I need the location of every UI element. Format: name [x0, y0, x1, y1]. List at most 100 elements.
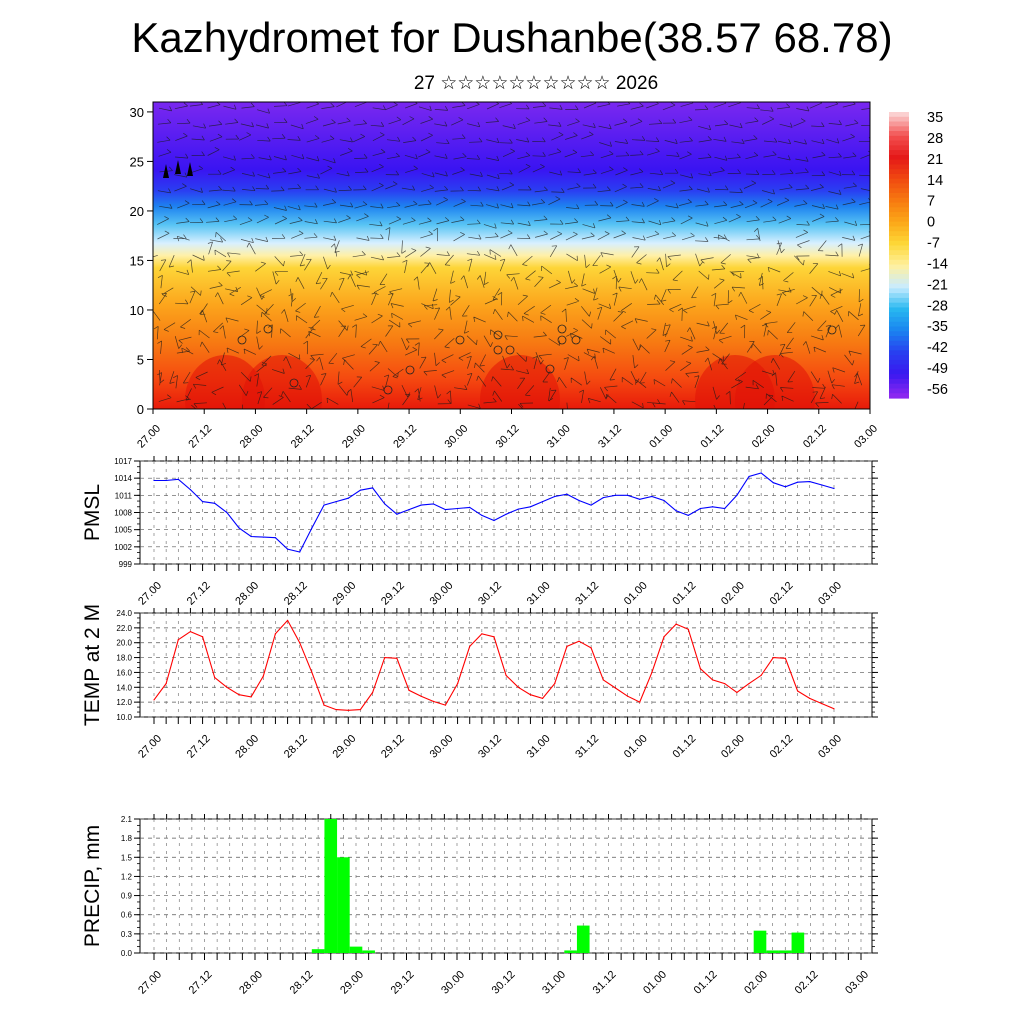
- calm-wind-marker: [263, 324, 273, 334]
- pmsl-data-point: [651, 495, 653, 498]
- pmsl-data-point: [165, 479, 167, 482]
- pmsl-data-point: [517, 508, 519, 510]
- pmsl-data-point: [456, 507, 459, 510]
- colorbar-label: -35: [927, 319, 948, 335]
- temp-y-tick-label: 12.0: [116, 698, 132, 707]
- calm-wind-marker: [557, 335, 567, 345]
- colorbar-segment: [889, 145, 909, 151]
- temp-data-point: [663, 636, 665, 638]
- temp-data-point: [311, 671, 313, 674]
- temp-data-point: [614, 687, 617, 689]
- temp-data-point: [250, 696, 252, 698]
- pmsl-data-point: [189, 489, 192, 491]
- colorbar-segment: [889, 383, 909, 390]
- temp-data-point: [760, 674, 762, 677]
- temp-data-point: [396, 657, 398, 659]
- precip-y-axis-title: PRECIP, mm: [81, 825, 104, 947]
- temp-data-point: [736, 691, 738, 694]
- colorbar-segment: [889, 131, 909, 137]
- colorbar-segment: [889, 112, 909, 118]
- colorbar-segment: [889, 121, 909, 127]
- colorbar-segment: [889, 274, 909, 280]
- wind-barbs: [153, 102, 870, 409]
- pmsl-y-tick-label: 1002: [114, 543, 132, 552]
- temp-data-point: [578, 640, 580, 642]
- precip-x-tick-label: 01.12: [692, 969, 720, 997]
- colorbar-label: -42: [927, 340, 948, 356]
- precip-bar: [362, 950, 375, 953]
- pmsl-x-tick-label: 28.00: [233, 580, 261, 608]
- pmsl-data-point: [760, 472, 762, 474]
- precip-bar: [337, 857, 350, 953]
- pmsl-data-point: [736, 494, 738, 496]
- wind-arrow-marker: [175, 160, 181, 174]
- x-tick-label: 01.12: [699, 423, 727, 451]
- temp-data-point: [639, 701, 641, 703]
- temp-data-point: [566, 645, 568, 648]
- pmsl-data-point: [626, 494, 629, 496]
- x-tick-label: 27.00: [135, 423, 163, 451]
- colorbar-segment: [889, 173, 909, 180]
- calm-wind-marker: [289, 378, 299, 388]
- precip-x-tick-label: 29.00: [338, 969, 366, 997]
- pmsl-x-tick-label: 30.12: [476, 580, 504, 608]
- pmsl-data-point: [554, 495, 556, 498]
- temp-x-tick-label: 03.00: [816, 733, 844, 761]
- precip-bar: [349, 946, 363, 953]
- colorbar-segment: [889, 212, 909, 218]
- precip-bar: [753, 930, 767, 953]
- pmsl-data-point: [396, 513, 398, 515]
- colorbar-segment: [889, 364, 909, 370]
- precip-bar: [778, 950, 792, 953]
- pmsl-data-point: [772, 482, 774, 484]
- colorbar-segment: [889, 150, 909, 156]
- colorbar-label: -14: [927, 256, 948, 272]
- temp-data-point: [833, 708, 835, 710]
- y-tick-label: 15: [130, 253, 144, 268]
- temp-data-point: [809, 697, 811, 700]
- colorbar-segment: [889, 250, 909, 256]
- colorbar-label: 28: [927, 131, 943, 147]
- precip-y-tick-label: 0.0: [121, 949, 133, 958]
- warm-patch: [735, 355, 815, 409]
- pmsl-data-point: [384, 503, 386, 505]
- pmsl-data-point: [432, 503, 434, 505]
- temp-data-point: [432, 700, 434, 703]
- x-tick-label: 01.00: [647, 423, 675, 451]
- temp-x-tick-label: 02.00: [719, 733, 747, 761]
- x-tick-label: 31.00: [545, 423, 573, 451]
- calm-wind-marker: [545, 364, 555, 374]
- colorbar-segment: [889, 312, 909, 318]
- temp-data-point: [469, 645, 471, 648]
- pmsl-y-tick-label: 1005: [114, 526, 132, 535]
- temp-data-point: [262, 675, 264, 677]
- precip-y-tick-label: 0.6: [121, 911, 133, 920]
- temp-x-tick-label: 01.12: [670, 733, 698, 761]
- pmsl-data-point: [420, 504, 422, 506]
- warm-patch: [242, 355, 322, 409]
- temp-data-point: [444, 704, 447, 706]
- calm-wind-marker: [493, 345, 503, 355]
- temp-data-point: [359, 708, 362, 711]
- x-tick-label: 29.12: [391, 423, 419, 451]
- x-tick-label: 28.12: [289, 423, 317, 451]
- temp-data-point: [335, 708, 337, 711]
- pmsl-frame: [139, 460, 873, 565]
- x-tick-label: 31.12: [596, 423, 624, 451]
- y-tick-label: 5: [137, 352, 144, 367]
- precip-y-tick-label: 0.9: [121, 892, 133, 901]
- calm-wind-marker: [405, 365, 415, 375]
- pmsl-data-point: [347, 497, 349, 499]
- colorbar-segment: [889, 193, 909, 199]
- colorbar-label: -7: [927, 236, 940, 252]
- pmsl-data-point: [809, 481, 811, 483]
- precip-bar: [564, 950, 577, 953]
- pmsl-data-point: [748, 475, 750, 478]
- temp-data-point: [371, 691, 374, 694]
- temp-data-point: [165, 682, 167, 685]
- temp-y-tick-label: 16.0: [116, 668, 132, 677]
- colorbar-segment: [889, 374, 909, 380]
- colorbar-label: 21: [927, 152, 943, 168]
- pmsl-data-point: [286, 548, 289, 550]
- temp-y-tick-label: 10.0: [116, 713, 132, 722]
